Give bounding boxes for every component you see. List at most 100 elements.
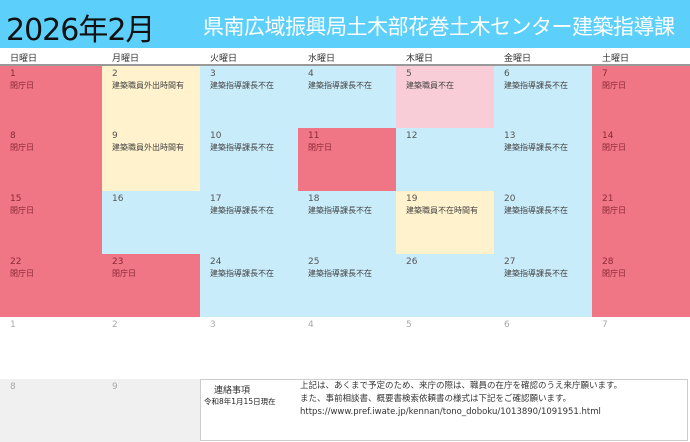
day-status: 建築指導課長不在 [210,206,274,215]
calendar-day[interactable]: 28 閉庁日 [592,254,690,317]
day-number: 19 [406,194,418,204]
calendar-day[interactable]: 3 [200,317,298,379]
calendar-day[interactable]: 23 閉庁日 [102,254,200,317]
calendar-day[interactable]: 17 建築指導課長不在 [200,191,298,254]
day-number: 11 [308,131,320,141]
day-number: 7 [602,320,608,330]
calendar-day[interactable]: 25 建築指導課長不在 [298,254,396,317]
day-number: 10 [210,131,222,141]
weekday-header: 金曜日 [504,54,532,64]
day-status: 建築指導課長不在 [210,81,274,90]
calendar-day[interactable]: 4 [298,317,396,379]
calendar-day[interactable]: 5 [396,317,494,379]
calendar-day[interactable]: 1 閉庁日 [0,66,102,128]
day-number: 5 [406,320,412,330]
day-status: 建築職員外出時間有 [112,81,184,90]
day-number: 8 [10,382,16,392]
calendar-day[interactable]: 27 建築指導課長不在 [494,254,592,317]
calendar-day[interactable]: 24 建築指導課長不在 [200,254,298,317]
calendar-day[interactable]: 16 [102,191,200,254]
day-status: 閉庁日 [10,269,34,278]
day-status: 閉庁日 [602,81,626,90]
day-number: 1 [10,69,16,79]
day-number: 2 [112,320,118,330]
calendar-day[interactable]: 10 建築指導課長不在 [200,128,298,191]
calendar-day[interactable]: 9 建築職員外出時間有 [102,128,200,191]
day-status: 建築指導課長不在 [210,269,274,278]
day-number: 3 [210,69,216,79]
weekday-header: 土曜日 [602,54,630,64]
calendar-day[interactable]: 7 閉庁日 [592,66,690,128]
weekday-header: 水曜日 [308,54,336,64]
day-number: 17 [210,194,222,204]
calendar-header: 2026年2月 県南広域振興局土木部花巻土木センター建築指導課 [0,0,690,48]
day-number: 9 [112,131,118,141]
calendar-day[interactable]: 8 閉庁日 [0,128,102,191]
calendar-day[interactable]: 8 [0,379,102,442]
notice-box: 連絡事項 令和8年1月15日現在 上記は、あくまで予定のため、来庁の際は、職員の… [200,379,688,441]
calendar-day[interactable]: 7 [592,317,690,379]
day-status: 閉庁日 [602,143,626,152]
day-status: 閉庁日 [112,269,136,278]
day-number: 12 [406,131,418,141]
calendar-day[interactable]: 18 建築指導課長不在 [298,191,396,254]
calendar-day[interactable]: 5 建築職員不在 [396,66,494,128]
calendar-day[interactable]: 13 建築指導課長不在 [494,128,592,191]
day-status: 建築指導課長不在 [504,143,568,152]
calendar-day[interactable]: 6 建築指導課長不在 [494,66,592,128]
day-status: 建築指導課長不在 [504,81,568,90]
day-number: 3 [210,320,216,330]
day-number: 28 [602,257,614,267]
calendar-day[interactable]: 3 建築指導課長不在 [200,66,298,128]
day-number: 4 [308,320,314,330]
day-number: 25 [308,257,320,267]
day-number: 1 [10,320,16,330]
calendar-day[interactable]: 1 [0,317,102,379]
weekday-header: 日曜日 [10,54,38,64]
calendar-day[interactable]: 9 [102,379,200,442]
day-status: 閉庁日 [10,143,34,152]
calendar-day[interactable]: 20 建築指導課長不在 [494,191,592,254]
day-number: 18 [308,194,320,204]
day-status: 閉庁日 [602,206,626,215]
calendar-day[interactable]: 15 閉庁日 [0,191,102,254]
day-status: 建築職員外出時間有 [112,143,184,152]
day-number: 27 [504,257,516,267]
day-number: 5 [406,69,412,79]
header-divider [0,64,690,66]
notice-link[interactable]: https://www.pref.iwate.jp/kennan/tono_do… [300,407,601,417]
calendar-day[interactable]: 4 建築指導課長不在 [298,66,396,128]
calendar-day[interactable]: 2 [102,317,200,379]
notice-date: 令和8年1月15日現在 [204,397,276,406]
day-number: 13 [504,131,516,141]
notice-line: 上記は、あくまで予定のため、来庁の際は、職員の在庁を確認のうえ来庁願います。 [300,381,623,391]
calendar-day[interactable]: 6 [494,317,592,379]
day-status: 建築指導課長不在 [210,143,274,152]
calendar-day[interactable]: 2 建築職員外出時間有 [102,66,200,128]
notice-body: 上記は、あくまで予定のため、来庁の際は、職員の在庁を確認のうえ来庁願います。 ま… [300,380,622,419]
calendar-day[interactable]: 14 閉庁日 [592,128,690,191]
calendar-day[interactable]: 19 建築職員不在時間有 [396,191,494,254]
day-status: 建築指導課長不在 [504,269,568,278]
organization-title: 県南広域振興局土木部花巻土木センター建築指導課 [203,15,675,39]
calendar-day[interactable]: 22 閉庁日 [0,254,102,317]
calendar-day[interactable]: 11 閉庁日 [298,128,396,191]
weekday-header: 木曜日 [406,54,434,64]
month-title: 2026年2月 [6,13,155,48]
day-number: 6 [504,69,510,79]
day-status: 建築指導課長不在 [504,206,568,215]
day-number: 23 [112,257,124,267]
day-status: 建築職員不在時間有 [406,206,478,215]
calendar-day[interactable]: 21 閉庁日 [592,191,690,254]
day-number: 20 [504,194,516,204]
notice-line: また、事前相談書、概要書検索依頼書の様式は下記をご確認願います。 [300,394,572,404]
day-number: 22 [10,257,22,267]
calendar-day[interactable]: 26 [396,254,494,317]
day-status: 建築職員不在 [406,81,454,90]
day-number: 9 [112,382,118,392]
calendar-day[interactable]: 12 [396,128,494,191]
day-number: 2 [112,69,118,79]
day-number: 26 [406,257,418,267]
day-number: 4 [308,69,314,79]
day-number: 6 [504,320,510,330]
